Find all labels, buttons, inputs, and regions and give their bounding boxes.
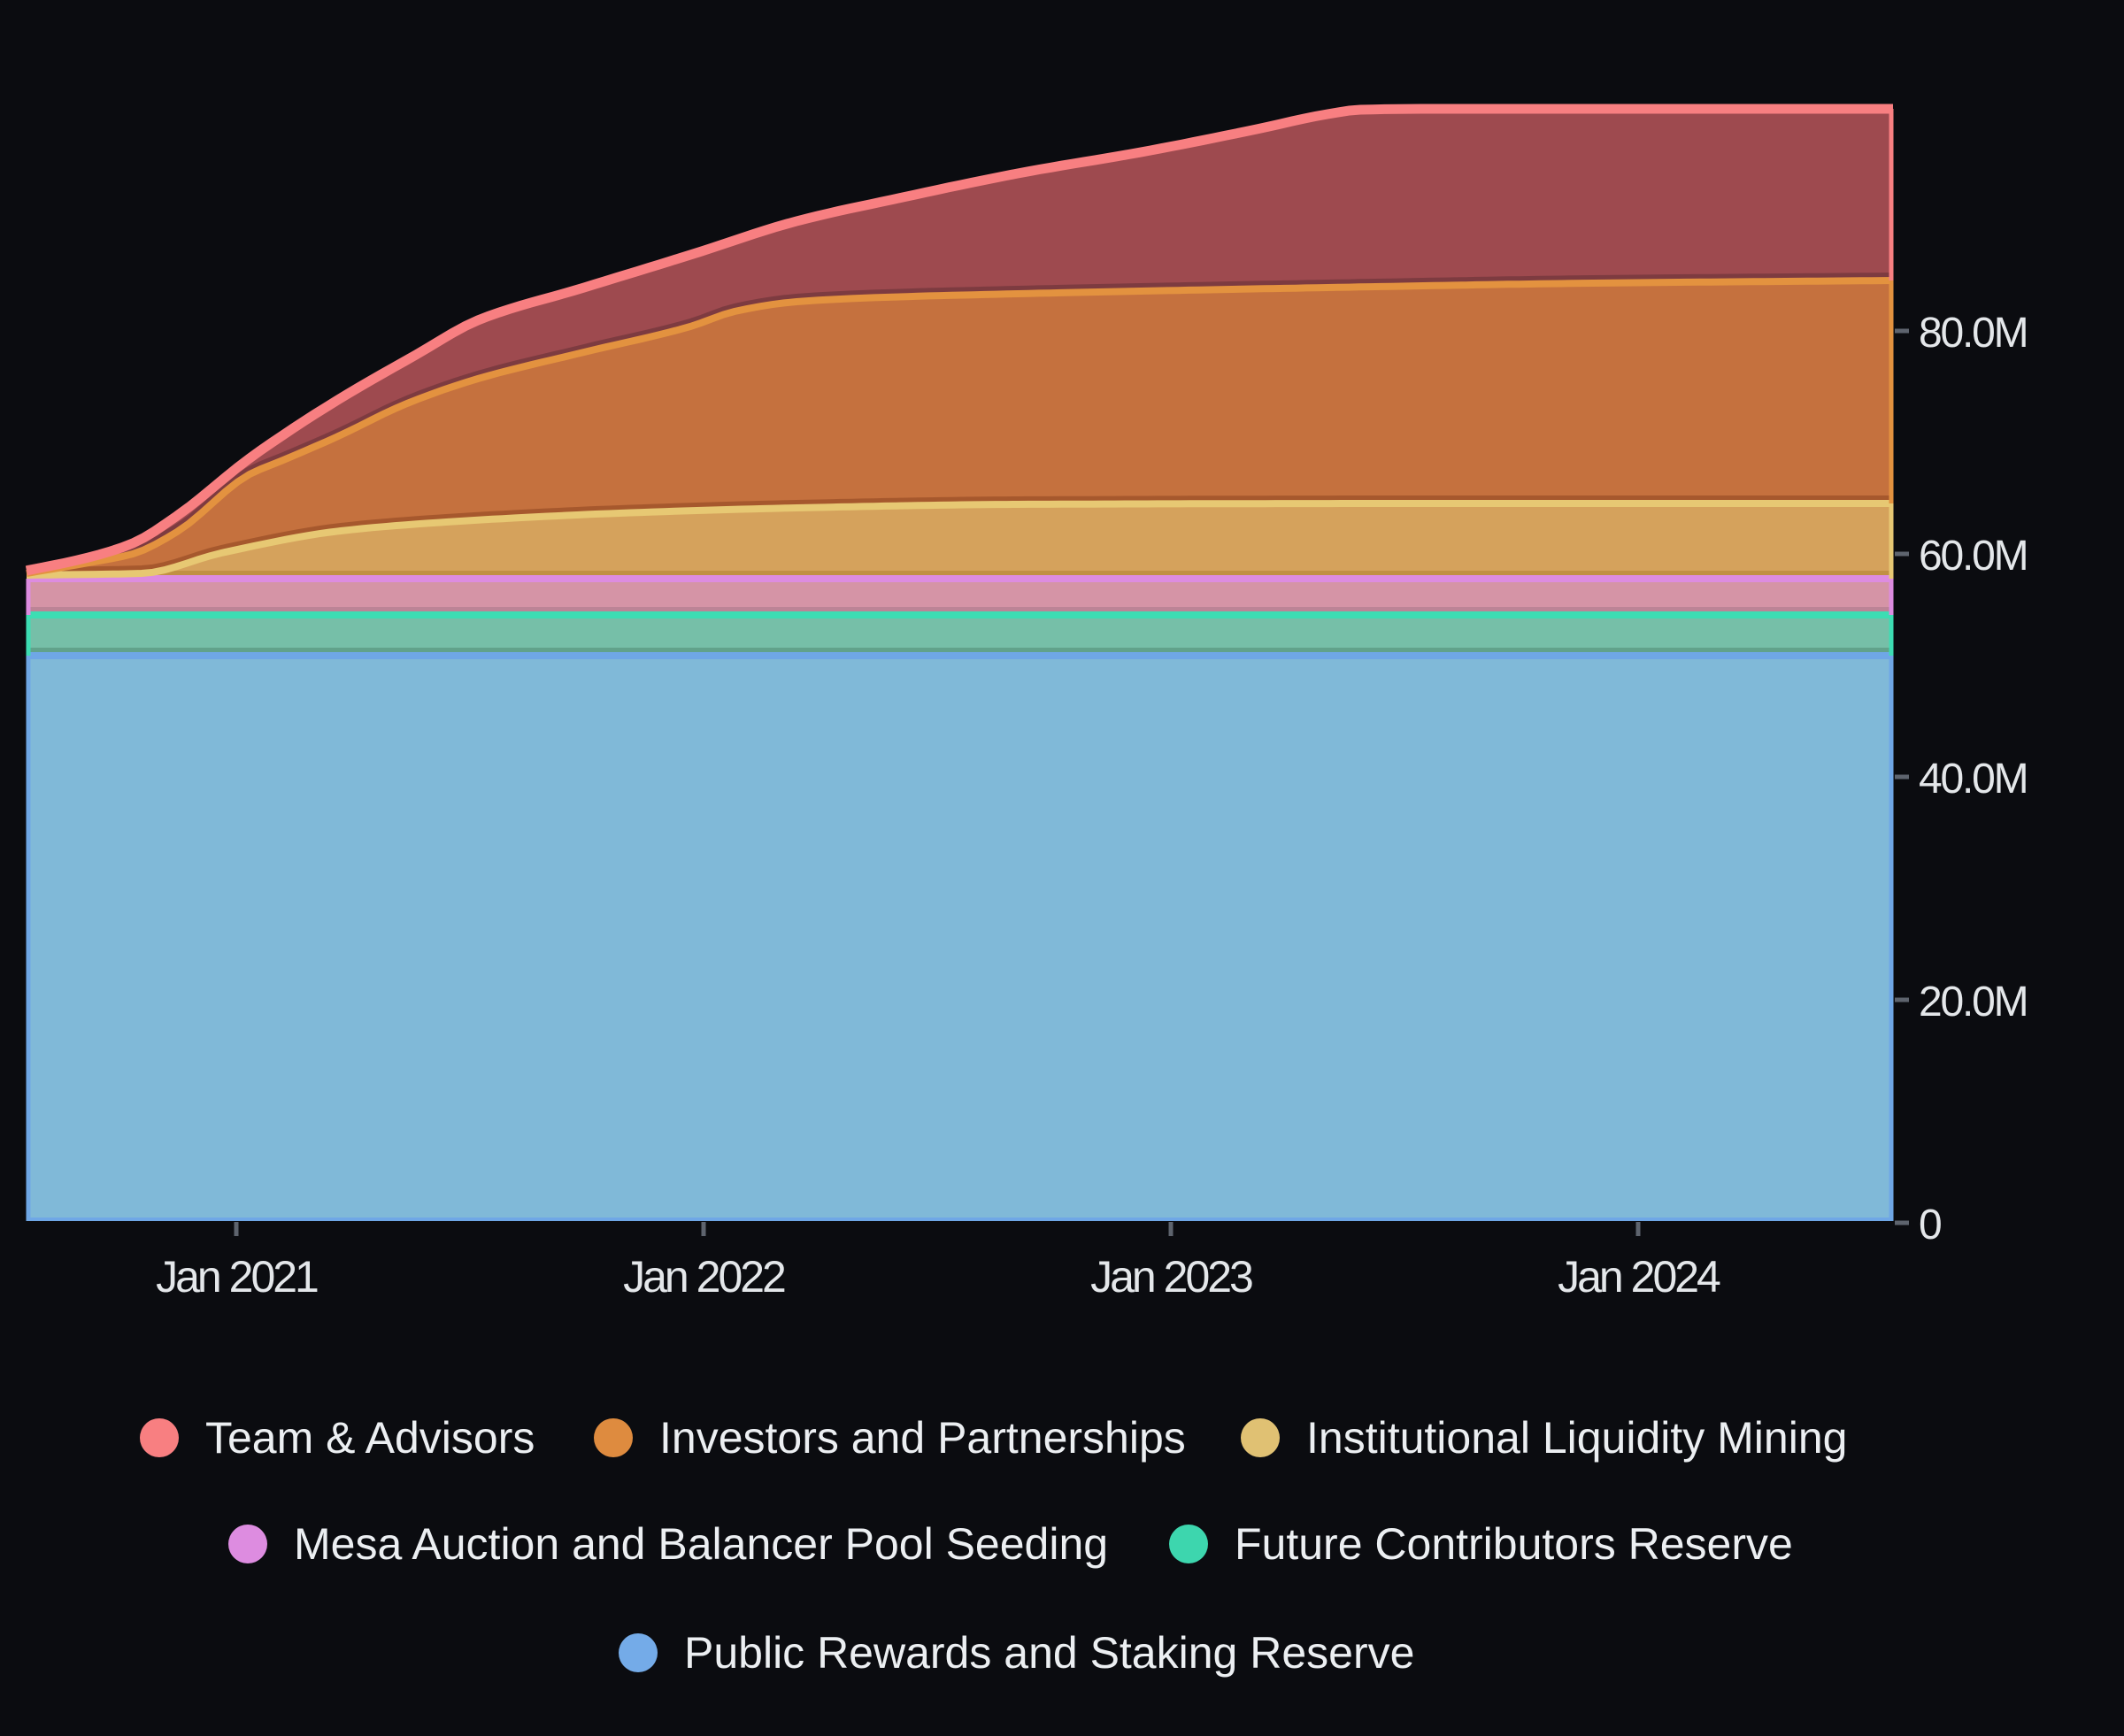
svg-text:Investors and Partnerships: Investors and Partnerships [659,1413,1186,1463]
svg-text:Jan 2022: Jan 2022 [623,1252,785,1302]
svg-text:Public Rewards and Staking Res: Public Rewards and Staking Reserve [684,1628,1414,1678]
svg-text:40.0M: 40.0M [1919,756,2027,803]
svg-text:Future Contributors Reserve: Future Contributors Reserve [1235,1519,1793,1569]
svg-text:Mesa Auction and Balancer Pool: Mesa Auction and Balancer Pool Seeding [294,1519,1108,1569]
svg-text:60.0M: 60.0M [1919,533,2027,580]
svg-text:Jan 2023: Jan 2023 [1090,1252,1252,1302]
svg-text:Team & Advisors: Team & Advisors [205,1413,535,1463]
svg-text:Jan 2021: Jan 2021 [156,1252,318,1302]
svg-text:Jan 2024: Jan 2024 [1558,1252,1720,1302]
svg-text:80.0M: 80.0M [1919,310,2027,357]
svg-text:20.0M: 20.0M [1919,979,2027,1025]
svg-text:Institutional Liquidity Mining: Institutional Liquidity Mining [1306,1413,1847,1463]
svg-text:0: 0 [1919,1202,1941,1248]
